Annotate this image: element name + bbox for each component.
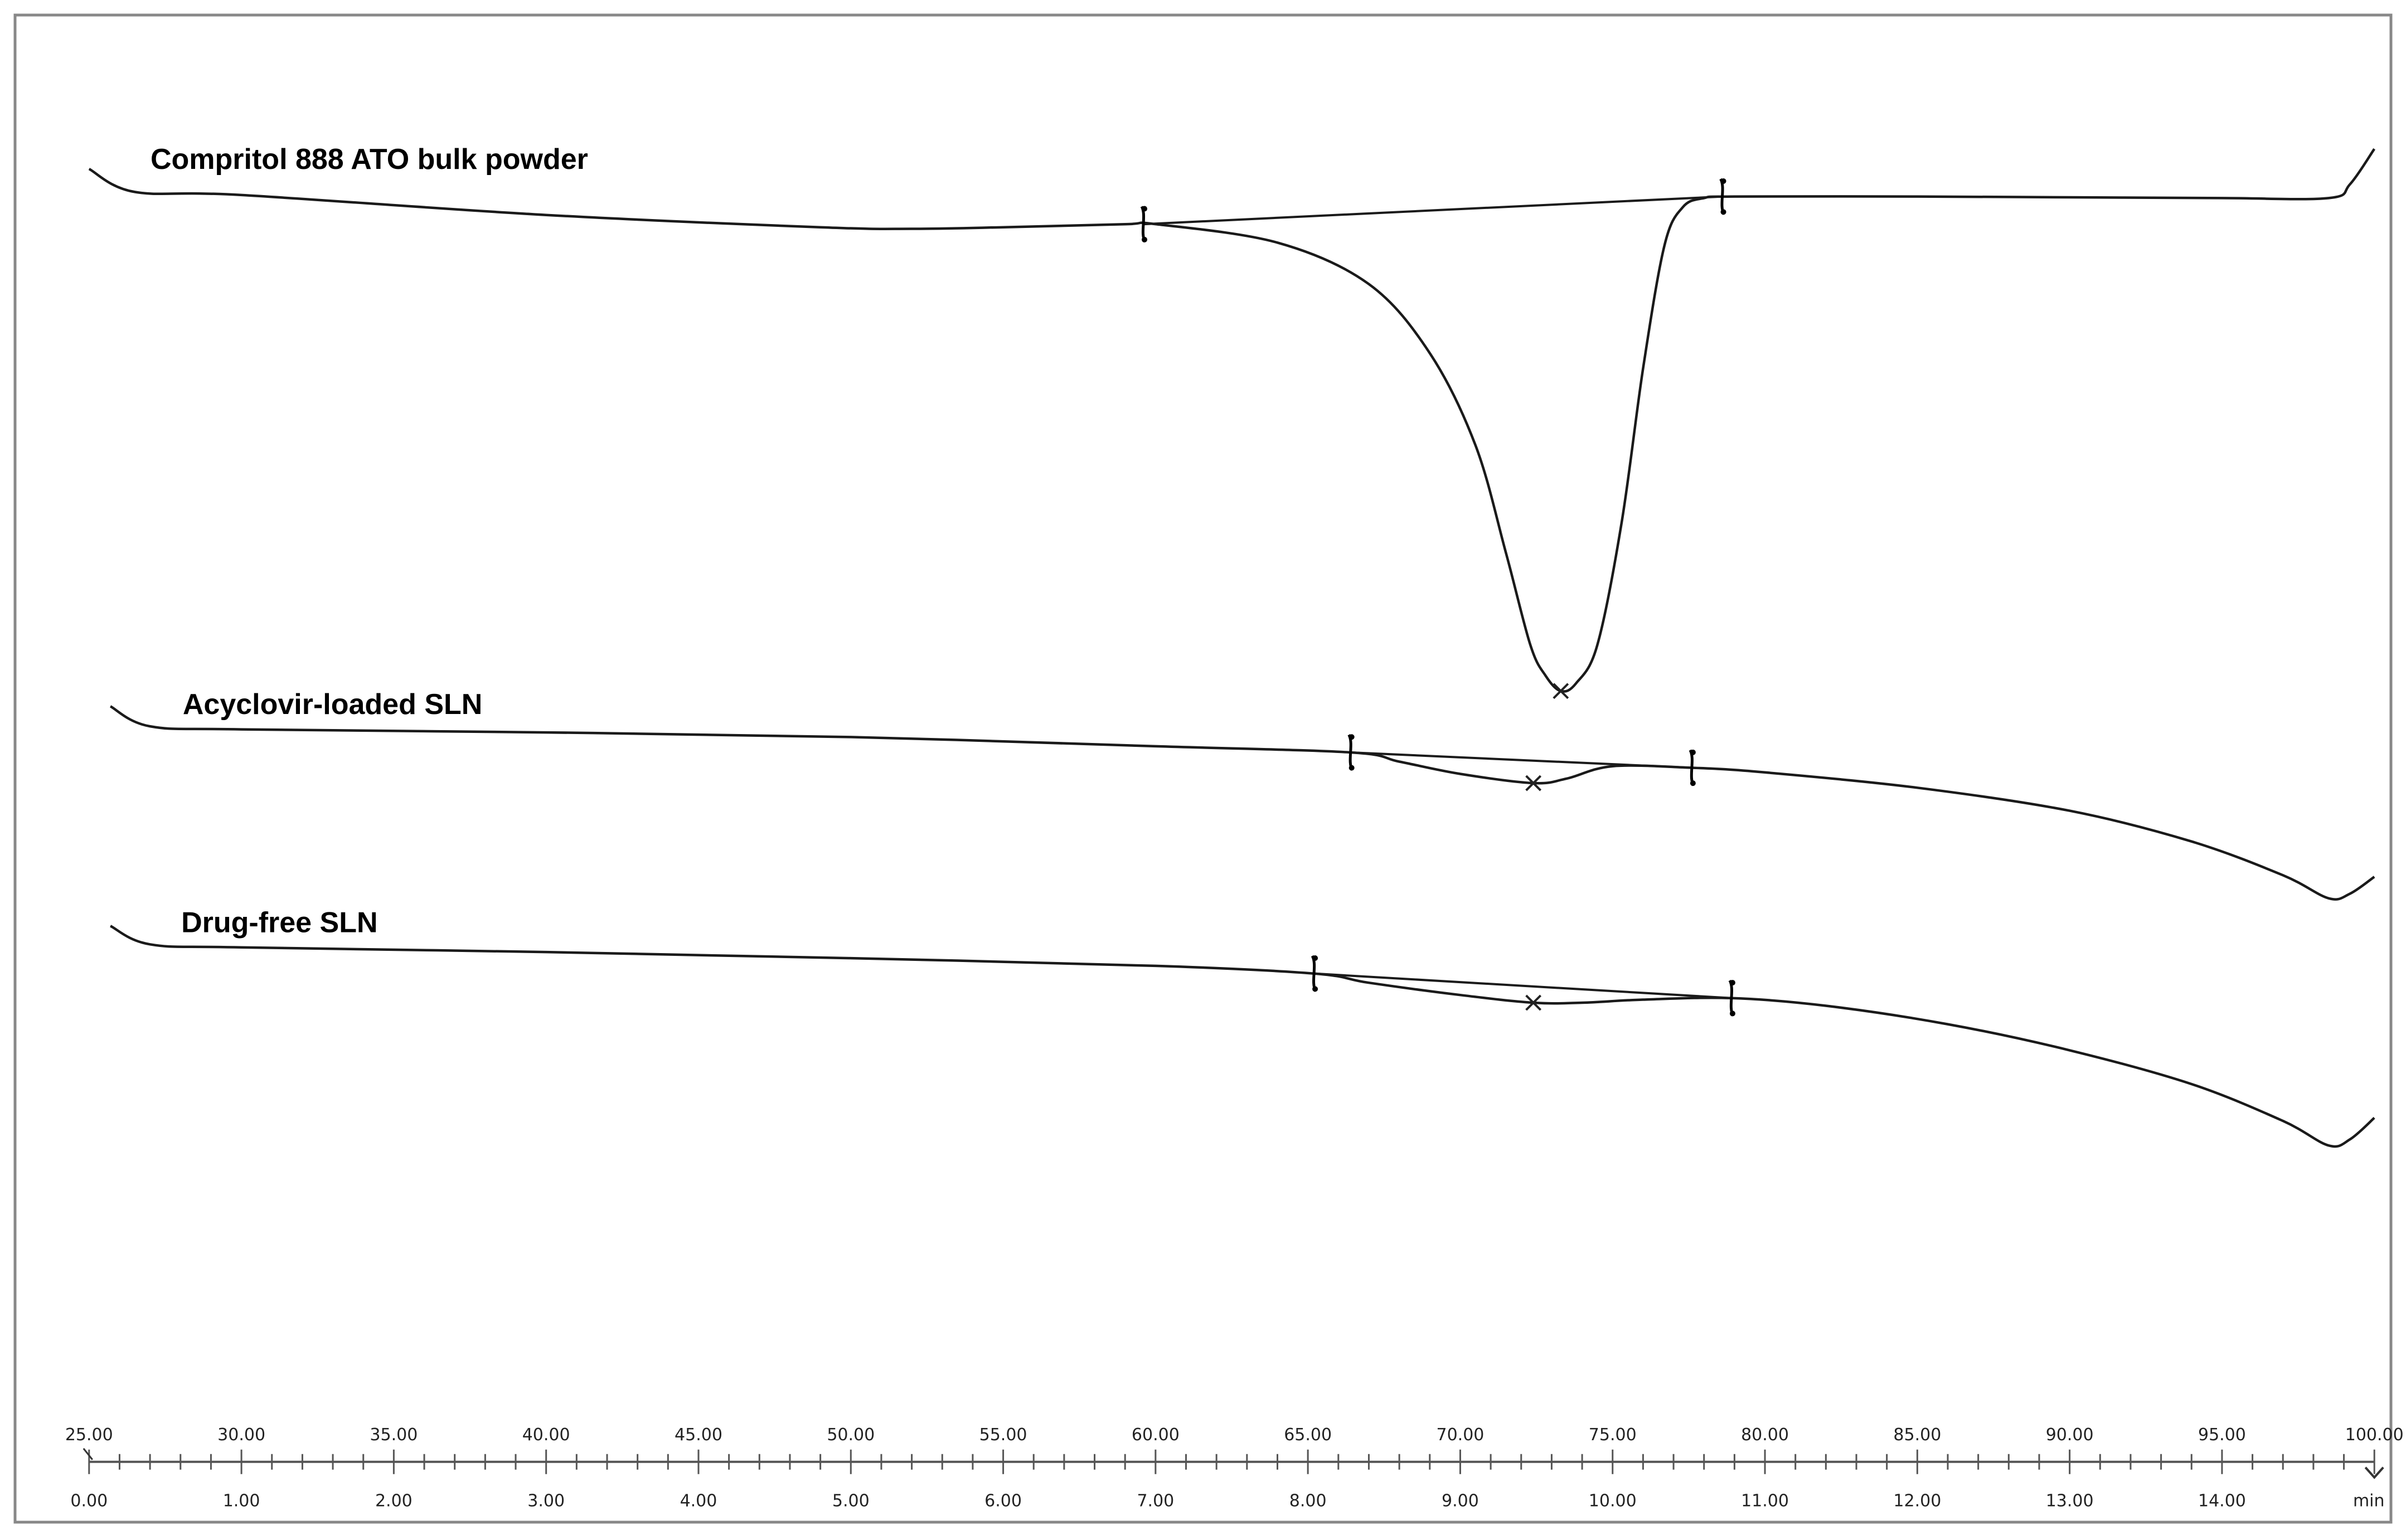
temp-tick-label: 70.00	[1437, 1425, 1485, 1445]
endset-marker-tip-3	[1729, 980, 1735, 986]
endset-marker-tip-2	[1690, 780, 1696, 786]
temp-tick-label: 80.00	[1741, 1425, 1789, 1445]
dual-x-axis: 25.00 30.00 35.00 40.00 45.00 50.00 55.00 60.00…	[65, 1425, 2404, 1510]
peak-marker-3	[1525, 994, 1542, 1011]
plot-frame	[13, 13, 2393, 1524]
temp-tick-label: 95.00	[2198, 1425, 2246, 1445]
temp-tick-label: 40.00	[522, 1425, 570, 1445]
axis-start-mark	[83, 1447, 93, 1460]
temp-tick-label: 30.00	[217, 1425, 265, 1445]
series-labels: Compritol 888 ATO bulk powder Acyclovir-l…	[151, 143, 588, 939]
temp-tick-label: 75.00	[1589, 1425, 1637, 1445]
onset-marker-tip-2	[1348, 734, 1355, 740]
onset-marker-1	[1140, 206, 1147, 243]
onset-marker-tip-1	[1141, 206, 1147, 212]
time-tick-label: 7.00	[1137, 1492, 1174, 1511]
time-tick-label: 9.00	[1442, 1492, 1479, 1511]
time-tick-label: 2.00	[375, 1492, 413, 1511]
time-tick-label: 14.00	[2198, 1492, 2246, 1511]
time-tick-label: 13.00	[2046, 1492, 2094, 1511]
endset-marker-3	[1728, 979, 1735, 1017]
series-curve-1	[88, 148, 2376, 693]
temp-tick-label: 100.00	[2345, 1425, 2404, 1445]
temp-tick-label: 65.00	[1284, 1425, 1332, 1445]
axis-end-arrow	[2364, 1466, 2384, 1479]
endset-marker-2	[1689, 749, 1695, 786]
integration-baselines	[1143, 195, 1732, 999]
endset-marker-tip-3	[1729, 1011, 1735, 1017]
series-curve-3	[110, 925, 2375, 1148]
time-tick-label: 8.00	[1289, 1492, 1327, 1511]
time-tick-label: 4.00	[680, 1492, 717, 1511]
temp-tick-label: 50.00	[827, 1425, 875, 1445]
time-tick-label: 11.00	[1741, 1492, 1789, 1511]
peak-marker-1	[1553, 683, 1569, 699]
peak-marker-2	[1525, 775, 1542, 791]
time-tick-label: 1.00	[223, 1492, 260, 1511]
time-tick-label: 6.00	[984, 1492, 1022, 1511]
temp-tick-label: 35.00	[370, 1425, 418, 1445]
temp-tick-label: 85.00	[1893, 1425, 1941, 1445]
time-tick-label: 5.00	[832, 1492, 870, 1511]
endset-marker-tip-1	[1720, 209, 1726, 215]
onset-marker-tip-3	[1312, 986, 1318, 992]
series-label-2: Acyclovir-loaded SLN	[183, 688, 482, 721]
endset-marker-tip-1	[1720, 178, 1726, 184]
time-tick-label: 10.00	[1589, 1492, 1637, 1511]
baseline-line-1	[1143, 195, 1723, 226]
temp-tick-label: 55.00	[979, 1425, 1027, 1445]
time-tick-label: 0.00	[70, 1492, 108, 1511]
event-markers	[1140, 178, 1735, 1017]
onset-marker-3	[1311, 955, 1317, 992]
temp-tick-label: 25.00	[65, 1425, 113, 1445]
onset-marker-2	[1347, 734, 1354, 771]
endset-marker-1	[1719, 178, 1725, 215]
temp-tick-label: 90.00	[2046, 1425, 2094, 1445]
series-label-3: Drug-free SLN	[181, 906, 377, 939]
temp-tick-label: 60.00	[1132, 1425, 1180, 1445]
onset-marker-tip-1	[1141, 236, 1147, 242]
baseline-line-2	[1350, 751, 1692, 769]
series-label-1: Compritol 888 ATO bulk powder	[151, 143, 588, 176]
onset-marker-tip-2	[1348, 765, 1355, 771]
series-curve-2	[109, 705, 2375, 901]
endset-marker-tip-2	[1690, 749, 1696, 755]
onset-marker-tip-3	[1312, 955, 1318, 961]
time-unit-label: min	[2353, 1492, 2385, 1511]
temp-tick-label: 45.00	[675, 1425, 722, 1445]
thermogram-curves	[88, 148, 2376, 1148]
time-tick-label: 12.00	[1893, 1492, 1941, 1511]
baseline-line-3	[1313, 972, 1732, 999]
time-tick-label: 3.00	[527, 1492, 565, 1511]
